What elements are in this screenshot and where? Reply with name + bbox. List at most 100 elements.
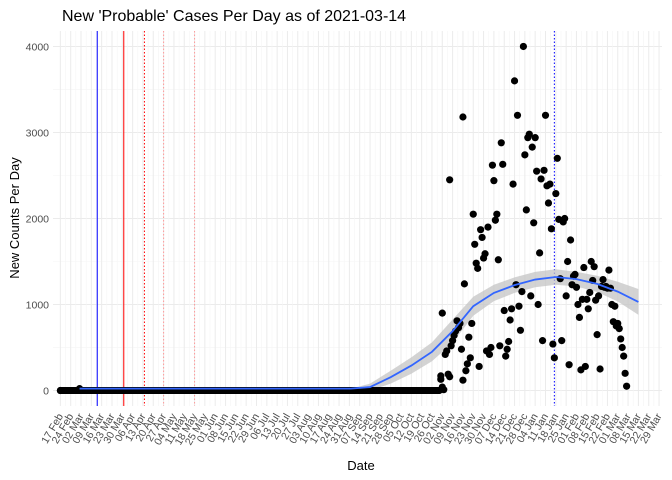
data-point	[527, 292, 535, 300]
data-point	[594, 292, 603, 300]
data-point	[525, 130, 533, 138]
data-point	[497, 139, 505, 147]
data-point	[460, 280, 469, 288]
data-point	[443, 347, 451, 355]
flat-segment	[56, 387, 443, 395]
data-point	[528, 143, 536, 151]
data-point	[596, 365, 604, 373]
data-point	[513, 111, 522, 119]
data-point	[485, 350, 494, 358]
data-point	[56, 386, 64, 395]
data-point	[538, 337, 547, 345]
data-point	[580, 263, 588, 272]
data-point	[534, 300, 542, 309]
data-point	[440, 386, 448, 394]
data-point	[552, 189, 560, 198]
data-point	[611, 302, 619, 310]
data-point	[536, 249, 544, 257]
data-point	[491, 216, 499, 224]
data-point	[586, 288, 594, 297]
data-point	[541, 111, 550, 119]
data-point	[475, 362, 483, 371]
data-point	[558, 337, 566, 345]
data-point	[466, 354, 474, 362]
data-point	[530, 219, 538, 227]
data-point	[502, 352, 510, 360]
data-point	[575, 313, 584, 322]
data-point	[537, 175, 545, 183]
data-point	[515, 302, 523, 310]
data-point	[477, 226, 485, 234]
data-point	[490, 177, 498, 185]
data-point	[617, 335, 625, 343]
data-point	[565, 361, 573, 369]
data-point	[540, 166, 548, 174]
data-point	[564, 257, 572, 266]
data-point	[478, 233, 486, 242]
data-point	[503, 345, 511, 353]
data-point	[510, 77, 519, 85]
data-point	[481, 250, 489, 258]
data-point	[531, 134, 539, 142]
smooth-trend-line	[79, 276, 639, 390]
data-point	[484, 223, 492, 231]
data-point	[584, 305, 592, 313]
data-point	[574, 300, 582, 309]
data-point	[462, 367, 470, 375]
data-point	[550, 354, 558, 362]
data-point	[507, 305, 516, 313]
y-tick-label: 3000	[26, 127, 50, 139]
data-point	[571, 270, 579, 279]
data-point	[583, 295, 591, 303]
data-point	[463, 360, 471, 368]
data-point	[487, 343, 495, 352]
data-point	[581, 362, 589, 371]
data-point	[521, 151, 529, 159]
data-point	[471, 240, 479, 248]
data-point	[465, 333, 473, 341]
y-axis-label: New Counts Per Day	[7, 157, 22, 279]
y-tick-label: 1000	[26, 300, 50, 312]
data-point	[621, 369, 629, 377]
data-point	[446, 373, 454, 381]
data-point	[493, 210, 501, 218]
data-point	[500, 306, 508, 315]
data-point	[459, 113, 467, 121]
data-point	[469, 210, 477, 218]
data-point	[615, 324, 623, 333]
data-point	[446, 176, 454, 184]
data-point	[509, 180, 517, 188]
data-point	[547, 225, 556, 233]
data-point	[518, 288, 526, 296]
data-point	[468, 319, 476, 328]
data-point	[505, 337, 513, 346]
data-point	[522, 206, 530, 214]
data-point	[438, 309, 446, 317]
data-point	[562, 292, 570, 300]
y-tick-label: 4000	[26, 41, 50, 53]
data-point	[506, 316, 514, 324]
data-point	[553, 154, 561, 162]
data-point	[516, 326, 525, 334]
data-point	[496, 342, 504, 350]
data-point	[566, 236, 575, 244]
data-point	[488, 161, 497, 169]
data-point	[457, 345, 466, 353]
data-point	[561, 214, 569, 223]
smooth-line	[79, 276, 639, 390]
data-point	[499, 160, 507, 168]
data-point	[533, 167, 541, 175]
data-point	[474, 264, 482, 272]
data-point	[605, 266, 613, 274]
data-point	[556, 275, 564, 283]
data-point	[459, 376, 467, 384]
data-point	[549, 340, 557, 348]
x-axis-label: Date	[347, 458, 374, 473]
data-point	[590, 263, 598, 271]
data-point	[546, 180, 554, 188]
y-tick-label: 0	[43, 386, 49, 398]
data-point	[593, 331, 601, 339]
